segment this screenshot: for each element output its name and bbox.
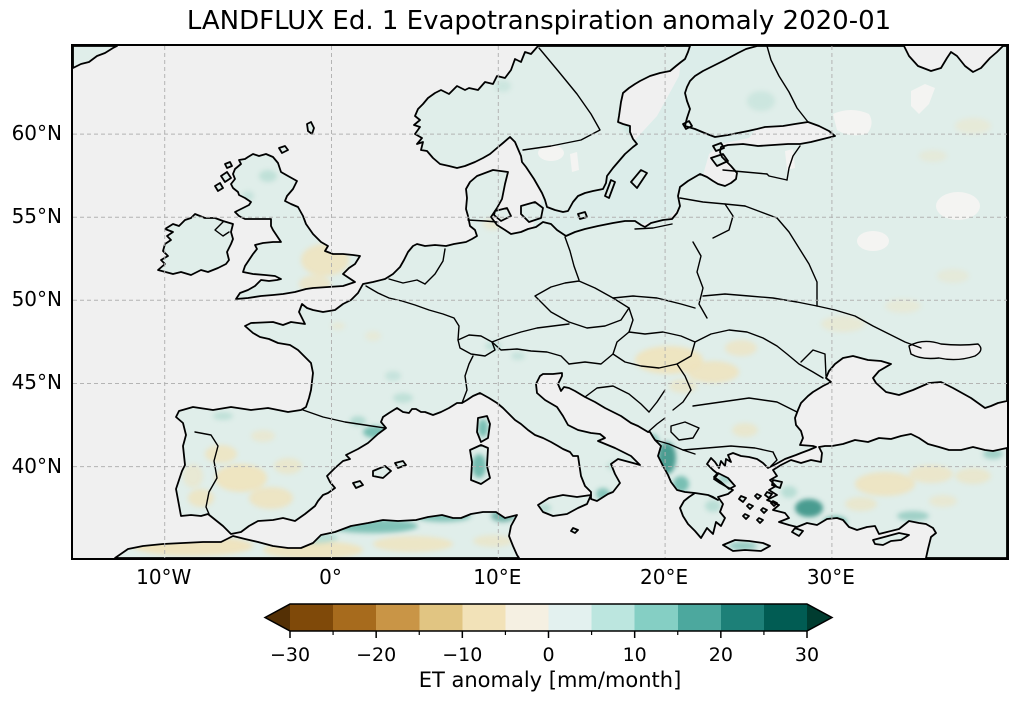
colorbar-tick-label: 10	[622, 644, 647, 666]
y-tick-label: 40°N	[11, 453, 62, 478]
colorbar-tick-label: 20	[708, 644, 733, 666]
colorbar-axis-label: ET anomaly [mm/month]	[418, 668, 682, 692]
x-tick-label: 10°E	[473, 565, 522, 589]
y-tick-label: 60°N	[11, 121, 62, 146]
colorbar-tick-label: 30	[794, 644, 820, 666]
colorbar	[263, 603, 834, 638]
y-tick-label: 55°N	[11, 204, 62, 229]
x-tick-label: 10°W	[136, 565, 192, 589]
y-tick-label: 45°N	[11, 370, 62, 395]
colorbar-tick-label: 0	[542, 644, 555, 666]
country-borders	[194, 46, 922, 515]
x-tick-label: 20°E	[640, 565, 689, 589]
y-tick-label: 50°N	[11, 287, 62, 312]
x-tick-label: 0°	[319, 565, 342, 589]
colorbar-tick-label: −30	[269, 644, 311, 666]
colorbar-tick-label: −10	[442, 644, 483, 666]
graticule-gridlines	[73, 46, 1007, 558]
figure-title: LANDFLUX Ed. 1 Evapotranspiration anomal…	[186, 6, 892, 36]
europe-map	[73, 46, 1007, 558]
x-tick-label: 30°E	[806, 565, 855, 589]
lakes	[538, 84, 982, 361]
colorbar-tick-label: −20	[356, 644, 397, 666]
map-plot-area	[71, 44, 1009, 560]
sea-of-azov	[908, 340, 982, 361]
